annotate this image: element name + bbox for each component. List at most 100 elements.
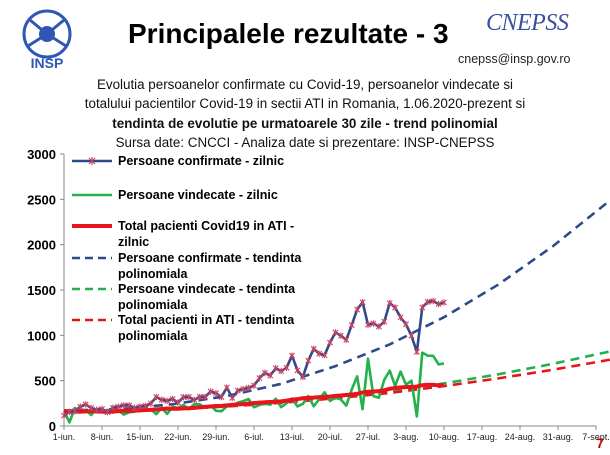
- confirmate-point: [343, 336, 350, 343]
- confirmate-point: [240, 385, 247, 393]
- confirmate-point: [137, 403, 143, 410]
- confirmate-point: [299, 373, 306, 381]
- confirmate-point: [126, 402, 133, 409]
- confirmate-point: [441, 299, 447, 306]
- legend-label: Persoane vindecate - tendinta polinomiala: [118, 282, 296, 312]
- series-line-ati: [63, 382, 445, 414]
- x-tick-label: 27-iul.: [356, 432, 381, 442]
- confirmate-point: [153, 393, 160, 401]
- confirmate-point: [142, 402, 149, 409]
- confirmate-point: [109, 404, 116, 411]
- confirmate-point: [435, 300, 442, 308]
- confirmate-point: [229, 394, 236, 402]
- confirmate-point: [375, 323, 382, 330]
- x-tick-label: 22-iun.: [164, 432, 192, 442]
- x-tick-label: 20-iul.: [318, 432, 343, 442]
- confirmate-point: [164, 397, 171, 404]
- legend-label: Total pacienti in ATI - tendinta polinomi…: [118, 313, 295, 343]
- confirmate-point: [251, 382, 257, 389]
- confirmate-point: [71, 408, 78, 415]
- y-tick-label: 2000: [27, 238, 56, 253]
- cnepss-logo: CNEPSS: [486, 10, 569, 36]
- confirmate-point: [115, 403, 122, 410]
- confirmate-point: [332, 329, 339, 336]
- x-tick-label: 24-aug.: [505, 432, 536, 442]
- y-tick-label: 1000: [27, 328, 56, 343]
- confirmate-point: [294, 367, 301, 374]
- confirmate-point: [218, 393, 225, 401]
- confirmate-point: [305, 357, 312, 364]
- y-tick-label: 3000: [27, 147, 56, 162]
- confirmate-point: [120, 402, 127, 409]
- trend-line: [63, 198, 610, 412]
- confirmate-point: [354, 306, 361, 313]
- confirmate-point: [397, 314, 404, 321]
- confirmate-point: [365, 321, 371, 328]
- confirmate-point: [196, 393, 203, 401]
- confirmate-point: [261, 369, 268, 377]
- confirmate-point: [158, 396, 165, 403]
- description-line-3: tendinta de evolutie pe urmatoarele 30 z…: [112, 116, 498, 131]
- confirmate-point: [321, 351, 328, 359]
- description-line-1: Evolutia persoanelor confirmate cu Covid…: [96, 77, 514, 92]
- confirmate-point: [169, 395, 176, 403]
- confirmate-point: [370, 320, 377, 327]
- covid-line-chart: 0 500 1000 1500 2000 2500 3000 1-iun. 8-iun. 15-i…: [27, 147, 610, 442]
- confirmate-point: [381, 318, 388, 325]
- x-tick-label: 31-aug.: [543, 432, 574, 442]
- confirmate-point: [77, 403, 84, 410]
- confirmate-point: [272, 365, 279, 372]
- x-tick-label: 7-sept.: [582, 432, 610, 442]
- confirmate-point: [185, 393, 192, 401]
- confirmate-point: [175, 399, 181, 406]
- confirmate-point: [147, 400, 154, 407]
- chart-series: [61, 198, 610, 424]
- cnepss-email: cnepss@insp.gov.ro: [458, 52, 571, 66]
- confirmate-point: [359, 299, 366, 306]
- confirmate-point: [392, 304, 399, 311]
- confirmate-point: [234, 387, 241, 394]
- confirmate-point: [430, 297, 437, 305]
- x-tick-label: 1-iun.: [53, 432, 76, 442]
- x-tick-label: 3-aug.: [393, 432, 419, 442]
- confirmate-point: [403, 321, 409, 328]
- x-tick-label: 6-iul.: [244, 432, 264, 442]
- confirmate-point: [289, 352, 295, 359]
- confirmate-point: [278, 367, 285, 375]
- x-tick-label: 29-iun.: [202, 432, 230, 442]
- confirmate-point: [88, 404, 95, 412]
- y-tick-label: 500: [34, 374, 56, 389]
- legend-label: Persoane vindecate - zilnic: [118, 188, 278, 202]
- legend-label: Persoane confirmate - tendinta polinomial…: [118, 251, 302, 281]
- chart-axes: 0 500 1000 1500 2000 2500 3000 1-iun. 8-iun. 15-i…: [27, 147, 610, 442]
- confirmate-point: [104, 409, 111, 416]
- x-tick-label: 13-iul.: [280, 432, 305, 442]
- insp-logo: INSP: [8, 8, 86, 71]
- x-tick-label: 17-aug.: [467, 432, 498, 442]
- x-tick-label: 15-iun.: [126, 432, 154, 442]
- confirmate-point: [408, 332, 415, 339]
- y-tick-label: 1500: [27, 283, 56, 298]
- chart-legend: Persoane confirmate - zilnic Persoane vin…: [72, 154, 302, 343]
- description-line-2: totalului pacientilor Covid-19 in sectii…: [84, 96, 526, 111]
- confirmate-point: [82, 401, 89, 408]
- confirmate-point: [348, 321, 355, 329]
- confirmate-point: [191, 396, 198, 404]
- slide-title: Principalele rezultate - 3: [128, 18, 449, 49]
- page-number: 7: [596, 435, 604, 451]
- description-line-4: Sursa date: CNCCI - Analiza date si prez…: [115, 135, 495, 150]
- confirmate-point: [386, 299, 393, 307]
- confirmate-point: [256, 374, 263, 382]
- confirmate-point: [202, 393, 209, 401]
- confirmate-point: [267, 372, 274, 379]
- confirmate-point: [337, 332, 344, 339]
- confirmate-point: [283, 364, 290, 371]
- confirmate-point: [213, 389, 219, 397]
- confirmate-point: [66, 408, 73, 416]
- confirmate-point: [93, 406, 100, 414]
- confirmate-point: [223, 384, 230, 391]
- insp-logo-text: INSP: [31, 55, 64, 70]
- trend-line: [63, 358, 610, 414]
- x-tick-label: 8-iun.: [91, 432, 114, 442]
- confirmate-point: [316, 350, 323, 357]
